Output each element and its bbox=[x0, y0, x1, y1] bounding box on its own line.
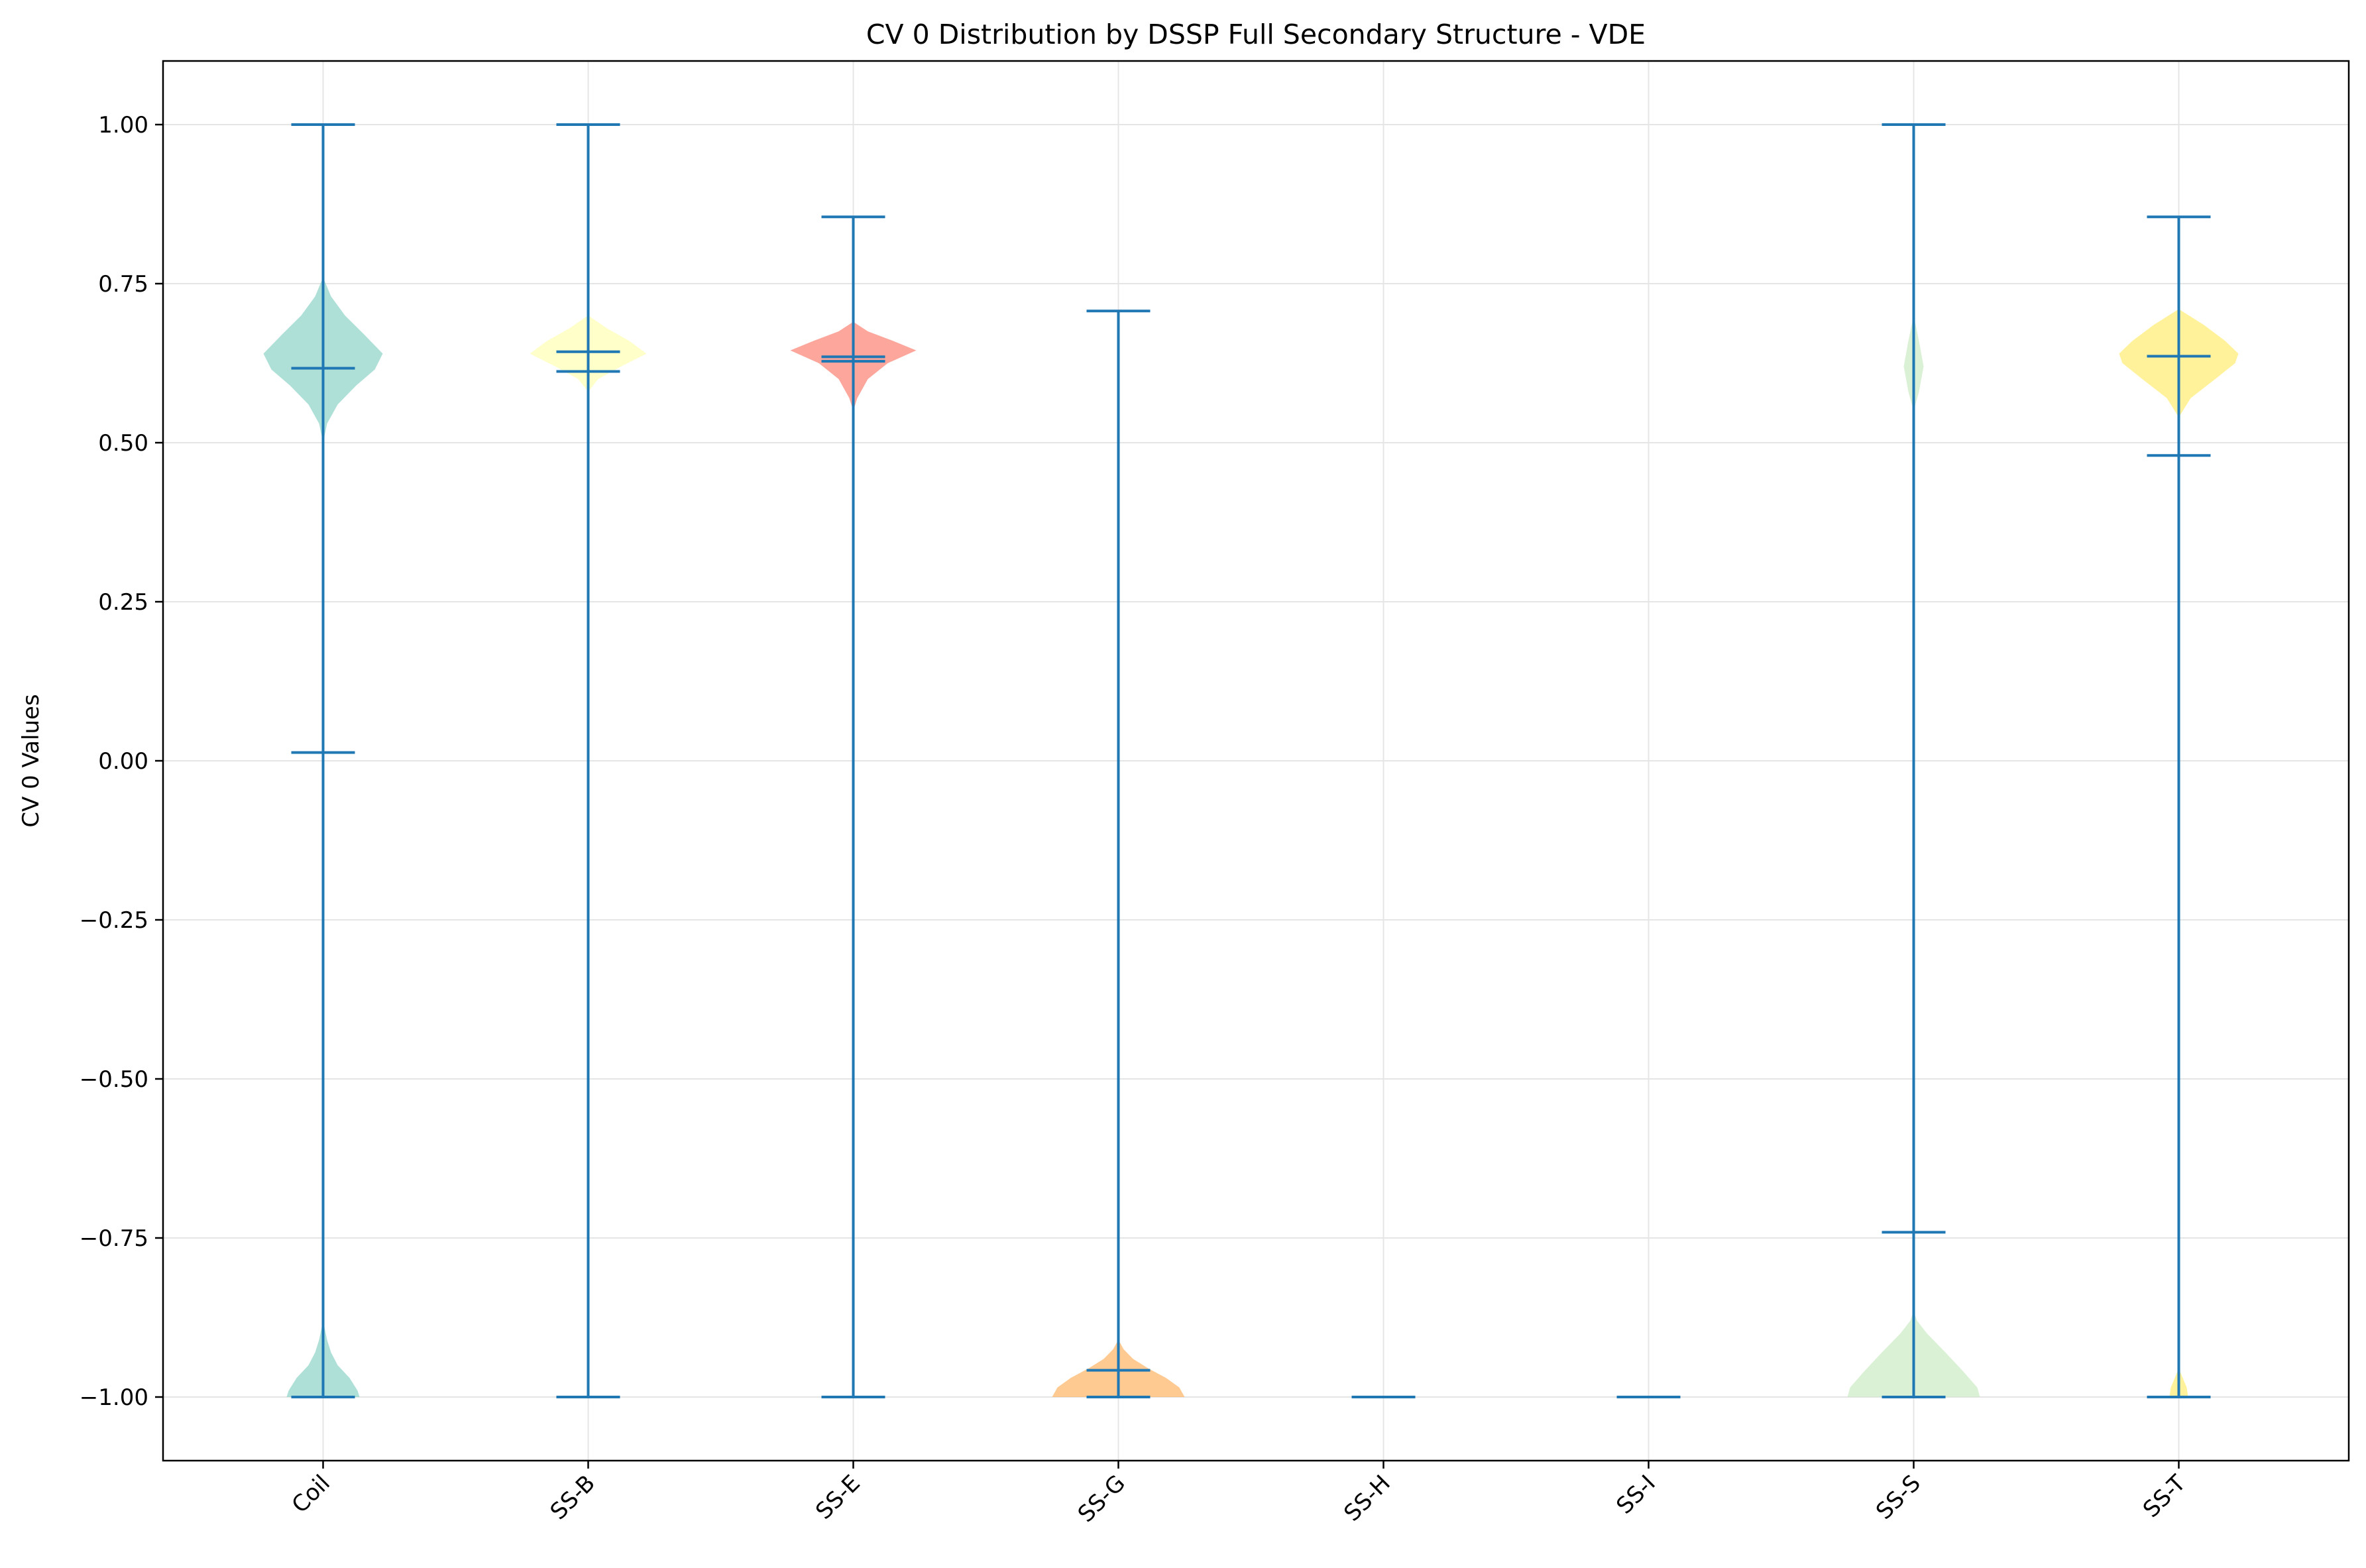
x-tick-label: SS-I bbox=[1611, 1470, 1661, 1520]
y-tick-label: 0.25 bbox=[98, 589, 148, 616]
y-tick-label: 1.00 bbox=[98, 112, 148, 139]
chart-title: CV 0 Distribution by DSSP Full Secondary… bbox=[866, 19, 1646, 50]
grid-layer bbox=[163, 61, 2349, 1461]
axis-layer: 1.00 0.75 0.50 0.25 0.00 −0.25 −0.50 −0.75 −1.00… bbox=[80, 112, 2191, 1528]
y-axis-label: CV 0 Values bbox=[18, 694, 44, 827]
x-tick-label: Coil bbox=[287, 1470, 335, 1518]
y-tick-label: 0.75 bbox=[98, 271, 148, 298]
y-tick-label: 0.50 bbox=[98, 430, 148, 457]
y-tick-label: 0.00 bbox=[98, 748, 148, 775]
x-tick-label: SS-T bbox=[2138, 1470, 2191, 1523]
violin-layer bbox=[263, 277, 2239, 1397]
y-tick-label: −0.25 bbox=[80, 907, 148, 934]
x-tick-label: SS-G bbox=[1073, 1470, 1131, 1528]
x-tick-label: SS-H bbox=[1339, 1470, 1396, 1527]
y-tick-label: −0.50 bbox=[80, 1066, 148, 1093]
x-tick-label: SS-E bbox=[811, 1470, 866, 1525]
y-tick-label: −0.75 bbox=[80, 1225, 148, 1252]
y-tick-label: −1.00 bbox=[80, 1384, 148, 1411]
x-tick-label: SS-S bbox=[1871, 1470, 1926, 1525]
stats-layer bbox=[291, 123, 2211, 1398]
x-tick-label: SS-B bbox=[545, 1470, 600, 1525]
